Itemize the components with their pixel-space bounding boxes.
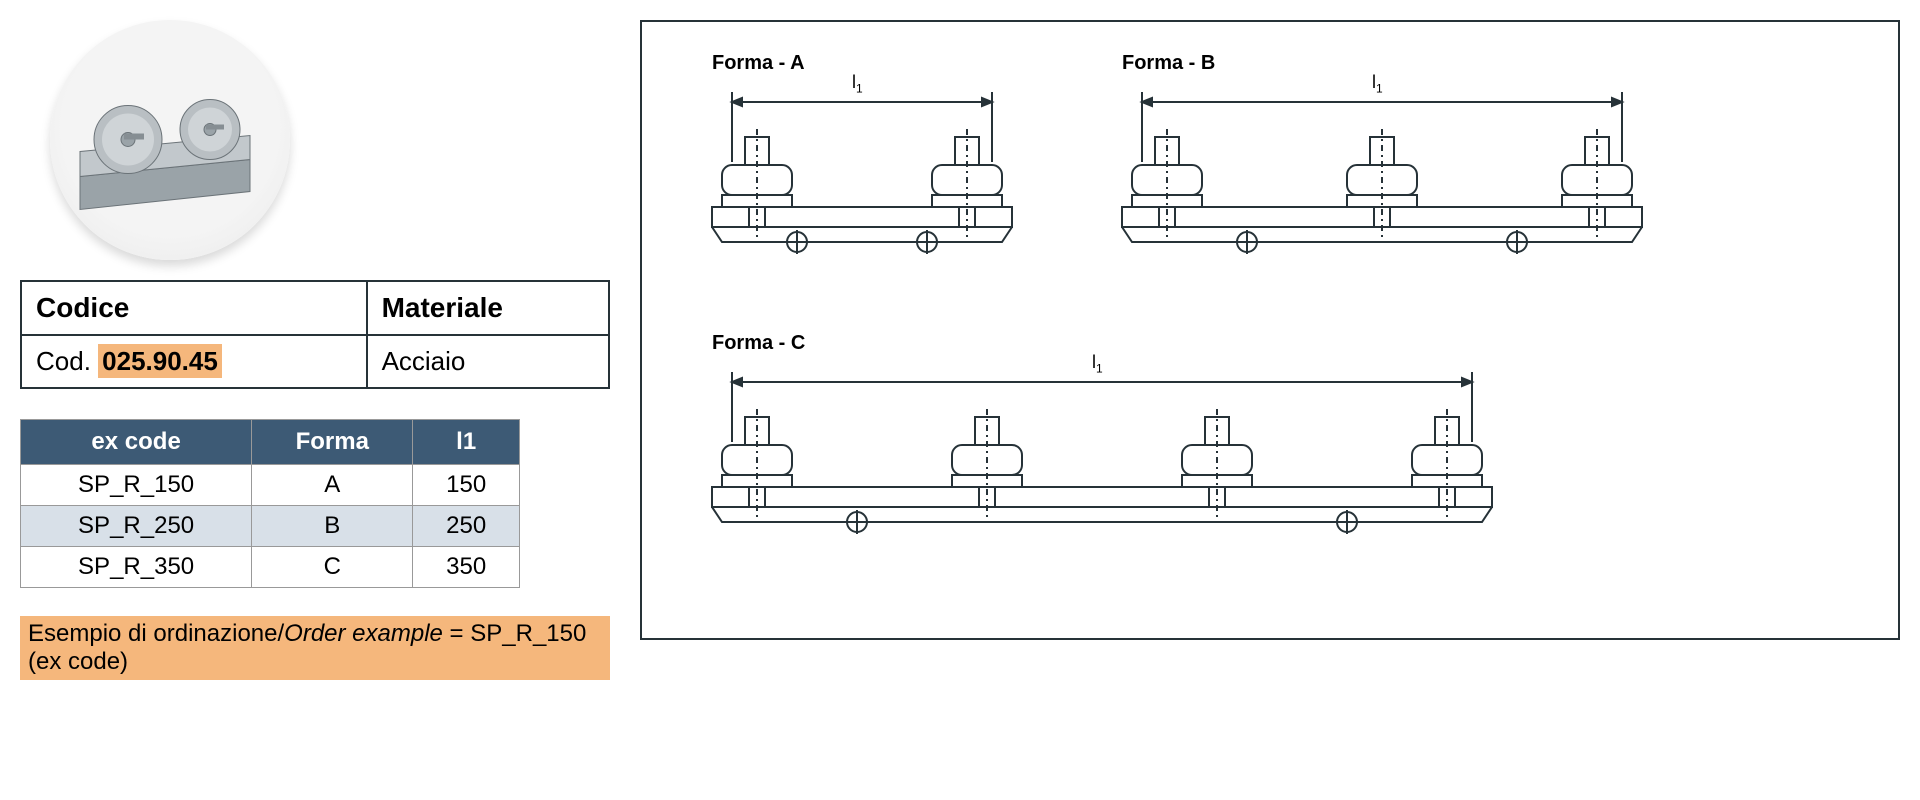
product-render-svg [70,82,270,212]
info-table: Codice Materiale Cod. 025.90.45 Acciaio [20,280,610,389]
col-excode: ex code [21,420,252,465]
order-label-en: Order example [284,620,443,647]
code-header: Codice [21,281,367,335]
table-row: SP_R_350 C 350 [21,547,520,588]
order-example: Esempio di ordinazione/Order example = S… [20,616,610,680]
code-value: 025.90.45 [98,344,222,378]
spec-table: ex code Forma l1 SP_R_150 A 150 SP_R_250… [20,419,520,588]
forma-b-drawing [1102,72,1662,292]
code-cell: Cod. 025.90.45 [21,335,367,388]
col-forma: Forma [252,420,413,465]
diagram-panel: Forma - A l1 [640,20,1900,640]
forma-a-drawing [692,72,1032,292]
col-l1: l1 [413,420,520,465]
forma-c-drawing [692,352,1512,582]
material-header: Materiale [367,281,609,335]
table-row: SP_R_150 A 150 [21,465,520,506]
table-row: SP_R_250 B 250 [21,506,520,547]
order-label-it: Esempio di ordinazione [28,620,277,647]
product-image [50,20,290,260]
material-value: Acciaio [367,335,609,388]
code-prefix: Cod. [36,346,91,376]
